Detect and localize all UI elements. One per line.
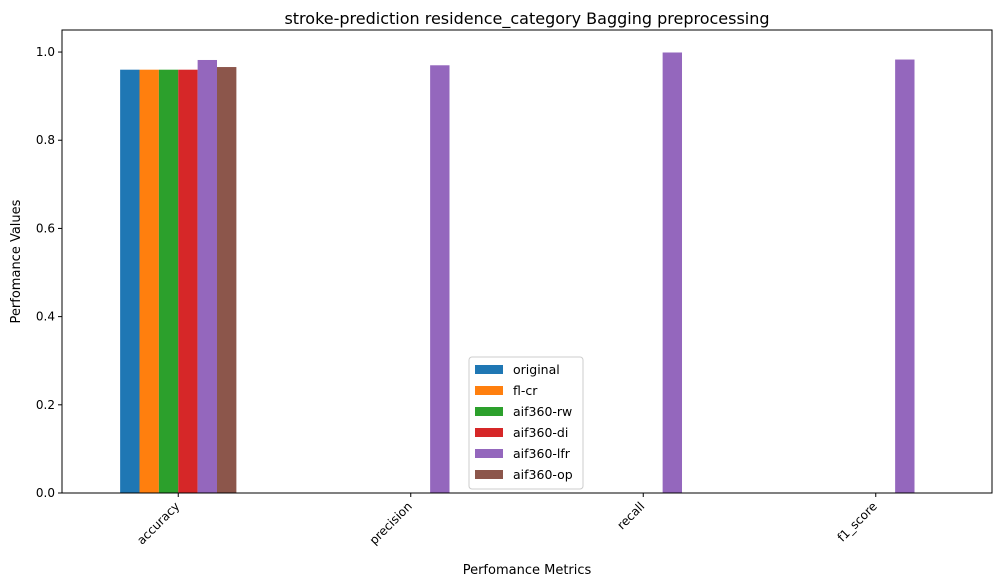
- bar-aif360-di-accuracy: [178, 69, 198, 493]
- y-tick-label: 0.0: [36, 486, 55, 500]
- legend-label-aif360-op: aif360-op: [513, 467, 573, 482]
- chart-title: stroke-prediction residence_category Bag…: [284, 9, 769, 29]
- y-tick-label: 0.4: [36, 310, 55, 324]
- bar-aif360-lfr-precision: [430, 65, 450, 493]
- x-tick-label-recall: recall: [614, 499, 647, 532]
- legend: original fl-cr aif360-rw aif360-di aif360-lf…: [468, 356, 584, 490]
- bar-aif360-op-accuracy: [217, 67, 237, 493]
- x-axis-label: Perfomance Metrics: [463, 563, 592, 578]
- x-tick-label-precision: precision: [367, 499, 415, 547]
- legend-label-aif360-rw: aif360-rw: [513, 404, 572, 419]
- legend-swatch-aif360-rw: [475, 407, 503, 416]
- bar-fl-cr-accuracy: [139, 69, 159, 493]
- y-axis-label: Perfomance Values: [9, 199, 24, 323]
- legend-swatch-aif360-op: [475, 470, 503, 479]
- legend-swatch-aif360-lfr: [475, 449, 503, 458]
- bar-original-accuracy: [120, 69, 140, 493]
- bar-aif360-lfr-recall: [662, 52, 683, 494]
- legend-swatch-original: [475, 365, 503, 374]
- x-axis: accuracy precision recall f1_score: [134, 493, 880, 547]
- y-tick-label: 0.8: [36, 133, 55, 147]
- bar-aif360-lfr-f1_score: [895, 59, 915, 493]
- y-tick-label: 0.2: [36, 398, 55, 412]
- plot-frame: [61, 29, 993, 494]
- bars-group: [120, 52, 915, 494]
- legend-label-original: original: [513, 362, 560, 377]
- y-tick-label: 1.0: [36, 45, 55, 59]
- legend-label-aif360-lfr: aif360-lfr: [513, 446, 571, 461]
- bar-aif360-rw-accuracy: [158, 69, 179, 493]
- legend-swatch-fl-cr: [475, 386, 503, 395]
- x-tick-label-accuracy: accuracy: [134, 499, 182, 547]
- y-tick-label: 0.6: [36, 221, 55, 235]
- legend-label-aif360-di: aif360-di: [513, 425, 568, 440]
- legend-label-fl-cr: fl-cr: [513, 383, 538, 398]
- legend-swatch-aif360-di: [475, 428, 503, 437]
- x-tick-label-f1_score: f1_score: [835, 499, 880, 544]
- bar-aif360-lfr-accuracy: [197, 59, 218, 493]
- y-axis: 0.0 0.2 0.4 0.6 0.8 1.0: [36, 45, 62, 500]
